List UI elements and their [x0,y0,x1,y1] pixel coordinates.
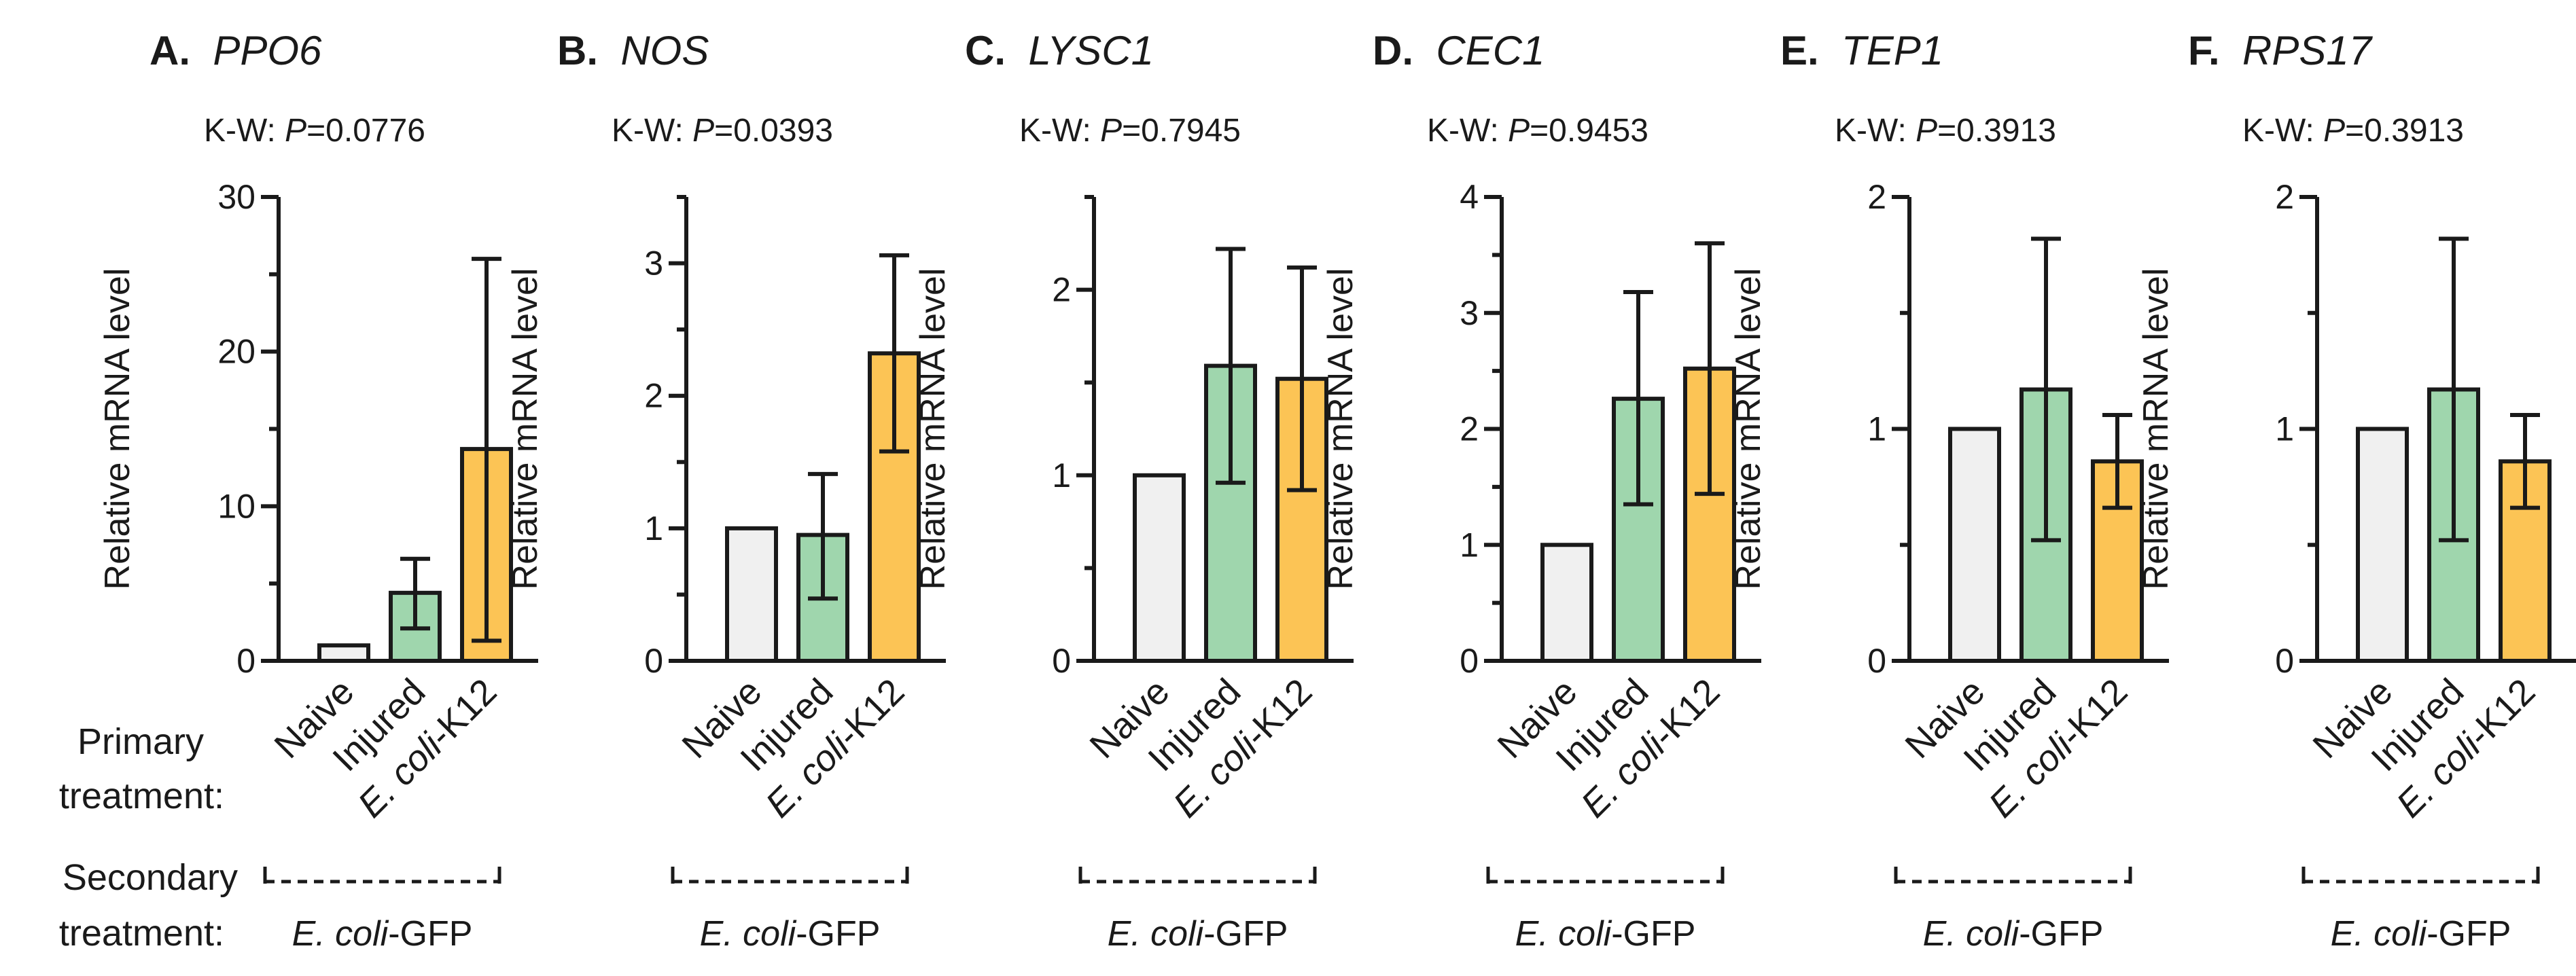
y-tick-label: 0 [236,642,255,680]
panel-ppo6: A. PPO6 K-W: P=0.0776 Relative mRNA level 0… [98,28,538,954]
panel-tep1: E. TEP1 K-W: P=0.3913 Relative mRNA level 0… [1729,28,2169,954]
panel-nos: B. NOS K-W: P=0.0393 Relative mRNA level 0 1… [506,28,946,954]
y-axis-label: Relative mRNA level [2136,268,2176,590]
y-tick-label: 1 [1867,410,1886,448]
bar-naive [317,643,370,664]
y-tick-label: 0 [1460,642,1479,680]
panel-title: C. LYSC1 [965,28,1154,73]
y-tick-label: 1 [1460,526,1479,564]
panel-cec1: D. CEC1 K-W: P=0.9453 Relative mRNA level 0… [1321,28,1761,954]
panel-lysc1: C. LYSC1 K-W: P=0.7945 Relative mRNA level… [913,28,1354,954]
panel-title: A. PPO6 [149,28,322,73]
y-tick-label: 2 [1867,178,1886,216]
y-tick-label: 30 [217,178,255,216]
panel-rps17: F. RPS17 K-W: P=0.3913 Relative mRNA level… [2136,28,2576,954]
secondary-treatment-text: E. coli-GFP [1108,914,1288,954]
secondary-treatment-text: E. coli-GFP [292,914,473,954]
y-tick-label: 10 [217,487,255,525]
secondary-treatment-text: E. coli-GFP [1923,914,2104,954]
y-axis-label: Relative mRNA level [1321,268,1360,590]
y-tick-label: 1 [644,509,663,547]
chart-panels: A. PPO6 K-W: P=0.0776 Relative mRNA level 0… [98,28,2576,954]
bar-naive [2356,427,2409,663]
kw-pvalue: K-W: P=0.9453 [1427,113,1648,149]
kw-pvalue: K-W: P=0.7945 [1019,113,1241,149]
panel-title: B. NOS [557,28,709,73]
panel-title: F. RPS17 [2188,28,2374,73]
y-tick-label: 20 [217,333,255,371]
primary-treatment-label-line2: treatment: [59,776,224,816]
y-axis-label: Relative mRNA level [98,268,137,590]
y-tick-label: 0 [1052,642,1071,680]
y-tick-label: 2 [1460,410,1479,448]
secondary-treatment-text: E. coli-GFP [1515,914,1696,954]
secondary-treatment-text: E. coli-GFP [2331,914,2511,954]
secondary-treatment-label-line2: treatment: [59,913,224,954]
y-axis-label: Relative mRNA level [913,268,953,590]
kw-pvalue: K-W: P=0.0393 [612,113,833,149]
y-tick-label: 1 [1052,456,1071,494]
y-tick-label: 1 [2275,410,2294,448]
secondary-treatment-text: E. coli-GFP [700,914,881,954]
kw-pvalue: K-W: P=0.3913 [1835,113,2056,149]
y-axis-label: Relative mRNA level [1729,268,1768,590]
y-tick-label: 3 [1460,294,1479,332]
y-tick-label: 4 [1460,178,1479,216]
panel-title: D. CEC1 [1373,28,1545,73]
panel-title: E. TEP1 [1780,28,1943,73]
y-tick-label: 0 [2275,642,2294,680]
bar-naive [725,526,778,663]
y-tick-label: 2 [2275,178,2294,216]
bar-naive [1133,473,1186,663]
y-tick-label: 3 [644,245,663,283]
y-tick-label: 2 [1052,271,1071,309]
y-tick-label: 0 [644,642,663,680]
kw-pvalue: K-W: P=0.3913 [2242,113,2464,149]
primary-treatment-label-line1: Primary [77,721,204,762]
y-tick-label: 2 [644,377,663,415]
bar-naive [1948,427,2001,663]
y-axis-label: Relative mRNA level [506,268,545,590]
secondary-treatment-label-line1: Secondary [63,857,238,898]
bar-naive [1540,543,1593,663]
y-tick-label: 0 [1867,642,1886,680]
kw-pvalue: K-W: P=0.0776 [204,113,425,149]
